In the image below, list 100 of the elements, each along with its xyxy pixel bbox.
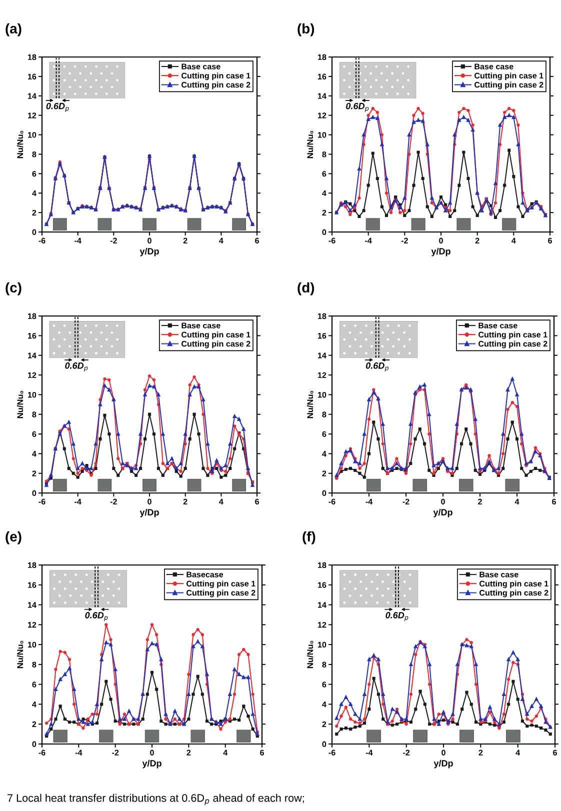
y-tick-label: 0 [32,741,36,747]
y-tick-label: 4 [32,190,36,196]
annotation: 0.6D$_{p}$ [366,362,388,372]
y-tick-label: 8 [32,662,36,668]
y-tick-label: 2 [32,470,36,476]
y-tick-label: 10 [318,392,326,398]
x-tick-label: 0 [150,750,154,756]
legend-label: Base case [478,322,518,328]
legend-label: Basecase [186,572,224,578]
y-tick-label: 8 [32,412,36,418]
x-tick-label: 4 [219,498,224,504]
x-tick-label: 6 [260,750,264,756]
annotation: 0.6D$_{p}$ [386,612,408,622]
x-axis-title: y/Dp [434,760,453,768]
x-axis-title: y/Dp [140,248,159,256]
x-tick-label: -2 [110,498,117,504]
x-tick-label: 2 [475,238,480,244]
y-tick-label: 6 [32,170,36,177]
y-tick-label: 8 [322,152,326,158]
y-tick-label: 16 [318,582,326,588]
x-tick-label: -2 [401,238,408,244]
y-tick-label: 2 [322,470,326,476]
x-tick-label: 4 [516,750,520,756]
x-tick-label: 2 [478,498,482,504]
y-tick-label: 8 [322,662,326,668]
y-tick-label: 4 [322,190,326,196]
legend-label: Base case [480,572,518,578]
x-tick-label: -6 [38,498,46,504]
x-tick-label: 2 [478,750,483,756]
chart-title: (d) [298,282,314,296]
y-tick-label: 6 [322,431,326,437]
x-axis-title: y/Dp [433,508,452,518]
y-tick-label: 6 [32,431,36,437]
y-tick-label: 2 [322,210,326,216]
annotation: 0.6D$_{p}$ [65,362,88,372]
x-tick-label: 0 [442,750,446,756]
x-tick-label: 4 [514,498,520,504]
legend-label: Cutting pin case 1 [182,332,250,340]
y-tick-label: 10 [28,132,36,138]
y-tick-label: 4 [322,451,326,457]
y-tick-label: 0 [32,490,36,496]
x-tick-label: -2 [403,750,410,756]
y-axis-title: Nu/Nu₀ [306,130,314,158]
y-tick-label: 6 [32,682,36,688]
y-tick-label: 6 [322,682,326,688]
y-tick-label: 16 [28,74,36,80]
y-tick-label: 8 [322,412,326,418]
y-tick-label: 12 [28,622,36,628]
x-tick-label: -6 [328,238,336,244]
x-tick-label: 6 [553,750,557,756]
y-tick-label: 14 [28,93,36,99]
y-tick-label: 2 [32,210,36,216]
x-tick-label: -4 [365,238,372,244]
x-tick-label: 6 [255,238,259,244]
legend-label: Base case [182,322,220,328]
legend-label: Cutting pin case 2 [478,340,548,348]
text: 7 Local heat transfer distributions at 0.6D$_{p}$ ahead of each row; [8,794,304,806]
y-tick-label: 14 [318,602,326,608]
y-tick-label: 14 [318,352,326,358]
y-tick-label: 14 [28,352,36,358]
y-tick-label: 12 [318,372,326,378]
x-axis-title: y/Dp [142,760,162,768]
y-tick-label: 12 [28,112,36,118]
y-tick-label: 2 [322,721,326,728]
legend-label: Cutting pin case 2 [182,340,250,348]
y-tick-label: 4 [322,702,326,708]
x-tick-label: -4 [366,750,373,756]
chart-title: (b) [298,23,314,36]
x-axis-title: y/Dp [431,248,450,256]
y-axis-title: Nu/Nu₀ [16,130,24,158]
y-tick-label: 18 [318,54,326,60]
legend-label: Cutting pin case 1 [186,580,256,588]
y-tick-label: 2 [32,721,36,728]
legend-label: Base case [182,64,220,70]
x-tick-label: -6 [328,750,336,756]
y-tick-label: 4 [32,702,36,708]
y-tick-label: 16 [318,74,326,80]
y-tick-label: 16 [28,582,36,588]
x-tick-label: 0 [148,238,152,244]
x-tick-label: -6 [38,238,46,244]
x-tick-label: 6 [548,238,552,244]
y-tick-label: 8 [32,152,36,158]
y-tick-label: 18 [318,313,326,319]
x-tick-label: -4 [75,750,82,756]
x-tick-label: 6 [552,498,556,504]
y-tick-label: 10 [28,392,36,398]
legend-label: Cutting pin case 1 [480,580,548,588]
x-tick-label: 2 [183,498,188,504]
x-tick-label: 2 [186,750,191,756]
y-tick-label: 0 [322,741,326,747]
chart-title: (a) [6,23,22,36]
y-tick-label: 10 [28,642,36,648]
x-axis-title: y/Dp [140,508,159,518]
legend-label: Cutting pin case 2 [182,82,250,90]
x-tick-label: 4 [219,238,224,244]
x-tick-label: -6 [328,498,336,504]
y-tick-label: 10 [318,642,326,648]
chart-title: (f) [302,531,316,544]
annotation: 0.6D$_{p}$ [85,612,108,622]
y-tick-label: 16 [318,332,326,339]
